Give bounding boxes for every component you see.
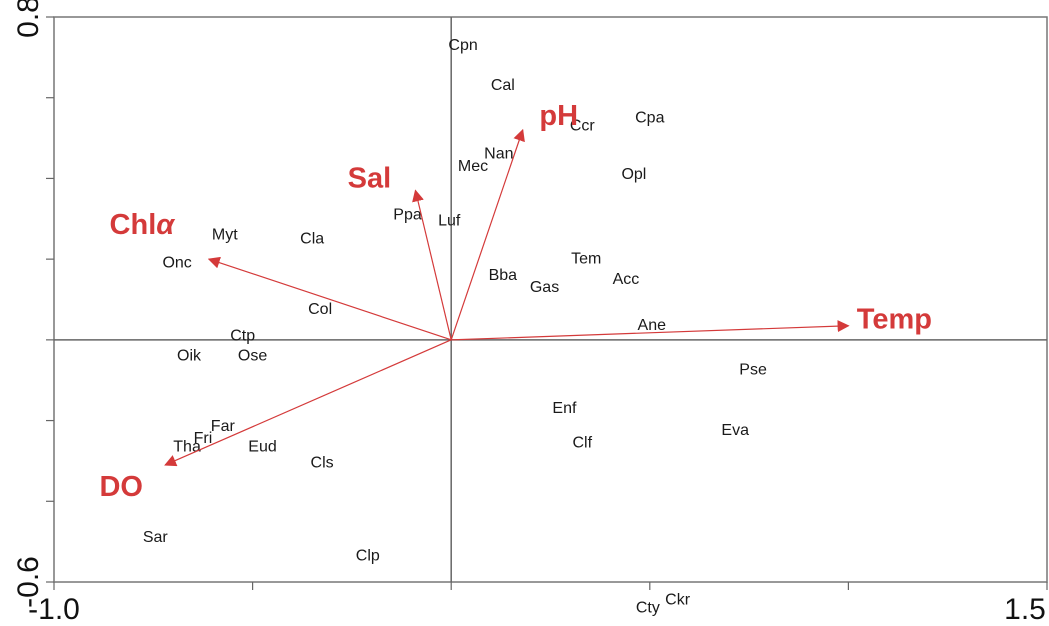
- species-label-gas: Gas: [530, 279, 559, 296]
- species-label-cal: Cal: [491, 77, 515, 94]
- species-label-cty: Cty: [636, 600, 660, 617]
- species-label-ccr: Ccr: [570, 117, 596, 134]
- vector-arrow-do: [164, 339, 452, 467]
- species-label-fri: Fri: [194, 430, 213, 447]
- vector-label-do: DO: [99, 471, 143, 503]
- species-label-mec: Mec: [458, 158, 488, 175]
- x-tick-label-max: 1.5: [1004, 593, 1046, 626]
- x-tick-label-min: -1.0: [28, 593, 80, 626]
- y-tick-label-max: 0.8: [12, 0, 45, 38]
- species-label-pse: Pse: [739, 362, 767, 379]
- species-label-enf: Enf: [552, 400, 577, 417]
- species-label-eud: Eud: [248, 438, 276, 455]
- species-label-ppa: Ppa: [393, 206, 422, 223]
- plot-frame: [53, 16, 1048, 583]
- species-label-acc: Acc: [613, 271, 640, 288]
- species-label-tha: Tha: [173, 438, 201, 455]
- species-label-oik: Oik: [177, 348, 202, 365]
- species-label-far: Far: [211, 418, 236, 435]
- species-label-cpn: Cpn: [448, 37, 477, 54]
- species-label-ose: Ose: [238, 348, 267, 365]
- vector-label-sal: Sal: [348, 163, 392, 195]
- species-label-cla: Cla: [300, 230, 324, 247]
- species-label-luf: Luf: [438, 212, 461, 229]
- species-label-col: Col: [308, 301, 332, 318]
- vector-arrow-ph: [450, 128, 525, 341]
- y-tick-label-min: -0.6: [12, 556, 45, 608]
- species-label-onc: Onc: [162, 255, 191, 272]
- species-label-myt: Myt: [212, 226, 238, 243]
- vector-arrow-temp: [451, 320, 850, 341]
- vector-arrow-chla: [207, 256, 452, 341]
- species-label-cpa: Cpa: [635, 109, 664, 126]
- vector-label-chla: Chlα: [110, 209, 176, 241]
- species-label-tem: Tem: [571, 251, 601, 268]
- vector-label-temp: Temp: [857, 304, 932, 336]
- species-label-clf: Clf: [572, 434, 592, 451]
- species-label-bba: Bba: [489, 267, 518, 284]
- species-label-ane: Ane: [638, 317, 667, 334]
- species-label-opl: Opl: [621, 166, 646, 183]
- species-label-ckr: Ckr: [665, 592, 691, 609]
- axis-ticks: [46, 16, 1048, 590]
- species-label-clp: Clp: [356, 547, 380, 564]
- vector-label-ph: pH: [539, 100, 578, 132]
- species-label-nan: Nan: [484, 146, 513, 163]
- vector-arrow-sal: [412, 189, 452, 340]
- species-label-cls: Cls: [311, 454, 334, 471]
- species-label-ctp: Ctp: [230, 327, 255, 344]
- species-label-sar: Sar: [143, 529, 169, 546]
- species-label-eva: Eva: [721, 422, 749, 439]
- environmental-vectors: pH Sal Chlα Temp DO: [99, 100, 932, 503]
